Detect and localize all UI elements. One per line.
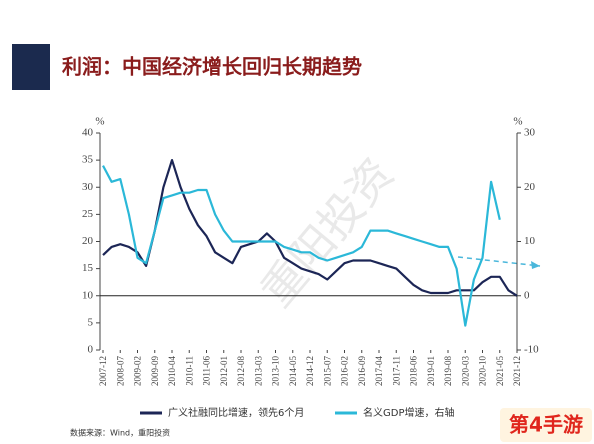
x-tick-label: 2020-03 [460, 356, 470, 386]
y2-unit: % [513, 116, 522, 128]
x-tick-label: 2016-02 [340, 356, 350, 386]
y2-tick-label: 10 [524, 235, 536, 247]
slide-title: 利润：中国经济增长回归长期趋势 [62, 55, 362, 79]
x-tick-label: 2019-08 [443, 356, 453, 386]
x-tick-label: 2014-12 [305, 356, 315, 386]
legend-label: 广义社融同比增速，领先6个月 [168, 406, 304, 419]
x-tick-label: 2016-09 [357, 356, 367, 386]
x-tick-label: 2009-09 [150, 356, 160, 386]
y2-tick-label: -10 [524, 344, 539, 356]
y2-tick-label: 0 [524, 289, 530, 301]
y2-tick-label: 20 [524, 181, 536, 193]
x-tick-label: 2008-07 [115, 356, 125, 386]
x-tick-label: 2007-12 [98, 356, 108, 386]
x-tick-label: 2009-02 [133, 356, 143, 386]
y-tick-label: 5 [88, 316, 94, 328]
x-tick-label: 2013-03 [253, 356, 263, 386]
x-tick-label: 2021-12 [512, 356, 522, 386]
x-tick-label: 2010-04 [167, 356, 177, 386]
title-block [12, 44, 50, 90]
y-tick-label: 25 [82, 208, 94, 220]
x-tick-label: 2017-11 [391, 356, 401, 386]
x-tick-label: 2012-08 [236, 356, 246, 386]
y2-tick-label: 30 [524, 127, 536, 139]
y-tick-label: 15 [82, 262, 94, 274]
y-tick-label: 20 [82, 235, 94, 247]
logo: 第4手游 [509, 413, 583, 437]
y-unit: % [95, 116, 104, 128]
y-tick-label: 10 [82, 289, 94, 301]
x-tick-label: 2014-05 [288, 356, 298, 386]
legend-label: 名义GDP增速，右轴 [363, 406, 454, 419]
x-tick-label: 2010-11 [184, 356, 194, 386]
trend-arrowhead [531, 261, 540, 269]
y-tick-label: 35 [82, 154, 94, 166]
trend-arrow [457, 256, 541, 267]
y-tick-label: 0 [88, 344, 94, 356]
y-tick-label: 40 [82, 127, 94, 139]
x-tick-label: 2017-04 [374, 356, 384, 386]
x-tick-label: 2019-01 [426, 356, 436, 386]
x-tick-label: 2018-06 [409, 356, 419, 386]
logo-bg [500, 408, 592, 442]
series-line [102, 159, 518, 297]
x-tick-label: 2013-10 [271, 356, 281, 386]
x-tick-label: 2011-06 [202, 356, 212, 386]
x-tick-label: 2020-10 [478, 356, 488, 386]
x-tick-label: 2012-01 [219, 356, 229, 386]
source: 数据来源：Wind，重阳投资 [70, 428, 170, 438]
x-tick-label: 2015-07 [322, 356, 332, 386]
y-tick-label: 30 [82, 181, 94, 193]
x-tick-label: 2021-05 [495, 356, 505, 386]
series-line [102, 165, 501, 327]
